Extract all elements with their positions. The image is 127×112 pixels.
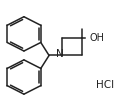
Text: N: N (56, 49, 63, 59)
Text: OH: OH (89, 33, 104, 43)
Text: HCl: HCl (96, 80, 114, 90)
